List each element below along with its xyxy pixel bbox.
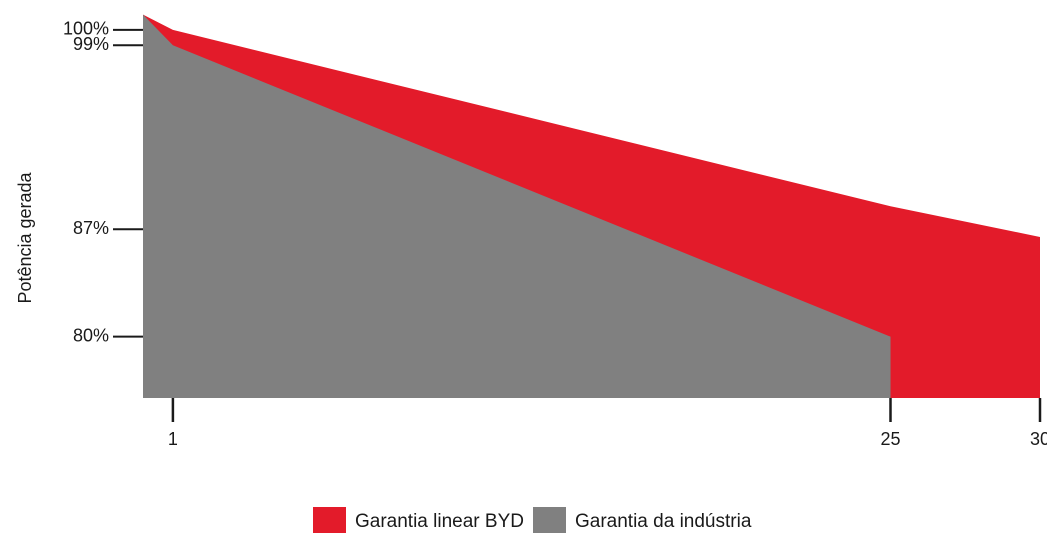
legend-label: Garantia linear BYD: [355, 511, 524, 532]
y-axis-title: Potência gerada: [15, 171, 35, 303]
legend-item-garantia-linear-byd: Garantia linear BYD: [313, 507, 524, 533]
legend-swatch: [313, 507, 346, 533]
x-axis: 1 25 30: [168, 398, 1047, 449]
x-tick-label: 25: [880, 429, 900, 449]
x-tick-label: 1: [168, 429, 178, 449]
plot-areas: [143, 14, 1040, 398]
y-tick-label: 87%: [73, 218, 109, 238]
legend: Garantia linear BYD Garantia da indústria: [313, 507, 752, 533]
legend-item-garantia-da-industria: Garantia da indústria: [533, 507, 752, 533]
legend-label: Garantia da indústria: [575, 511, 752, 532]
x-tick-label: 30: [1030, 429, 1047, 449]
area-garantia-da-industria: [143, 14, 891, 398]
y-tick-label: 100%: [63, 19, 109, 39]
legend-swatch: [533, 507, 566, 533]
y-tick-label: 99%: [73, 34, 109, 54]
y-axis: 100%99% 87% 80%: [63, 19, 143, 345]
y-tick-label: 80%: [73, 325, 109, 345]
